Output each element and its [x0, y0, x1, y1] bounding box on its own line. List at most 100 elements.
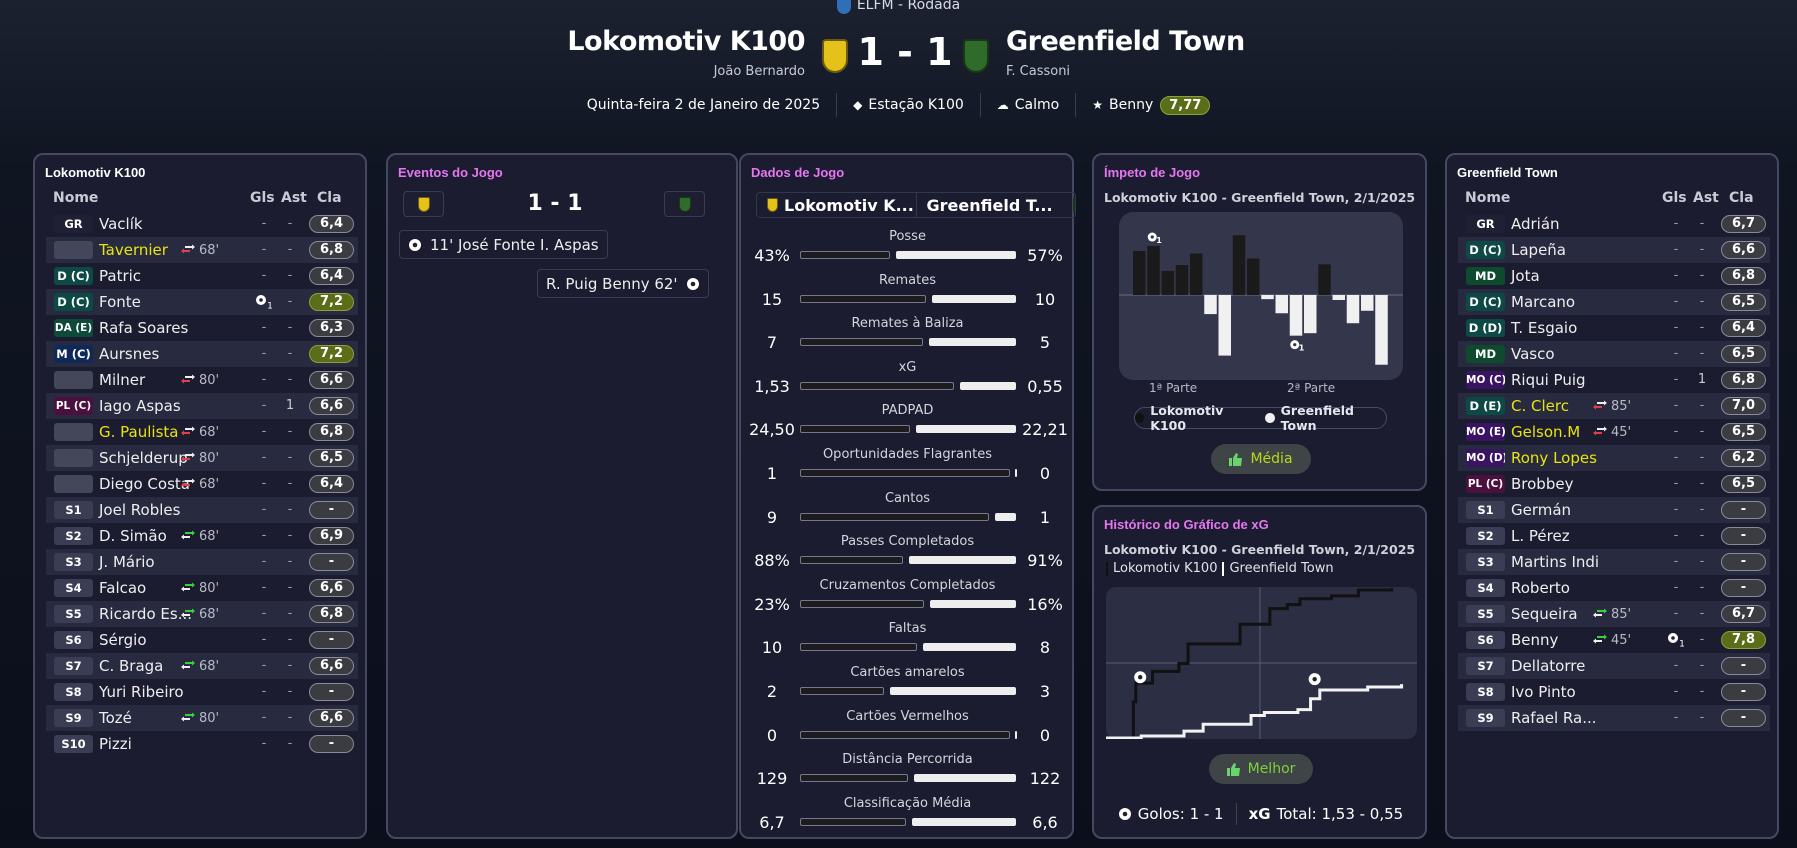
player-name[interactable]: Patric — [99, 267, 142, 285]
tab-away-team[interactable]: Greenfield T... — [915, 193, 1075, 217]
player-name[interactable]: Riqui Puig — [1511, 371, 1586, 389]
player-row[interactable]: Milner 80' - - 6,6 — [46, 367, 358, 393]
player-name[interactable]: Tavernier — [99, 241, 168, 259]
player-name[interactable]: Vasco — [1511, 345, 1555, 363]
player-row[interactable]: G. Paulista 68' - - 6,8 — [46, 419, 358, 445]
player-row[interactable]: Schjelderup 80' - - 6,5 — [46, 445, 358, 471]
player-name[interactable]: Aursnes — [99, 345, 160, 363]
player-name[interactable]: Milner — [99, 371, 146, 389]
player-name[interactable]: Gelson.M — [1511, 423, 1581, 441]
momentum-verdict-button[interactable]: Média — [1211, 444, 1311, 474]
player-row[interactable]: S3 J. Mário - - - — [46, 549, 358, 575]
player-row[interactable]: PL (C) Brobbey - - 6,5 — [1458, 471, 1770, 497]
player-name[interactable]: J. Mário — [99, 553, 155, 571]
col-goals[interactable]: Gls — [1662, 190, 1687, 206]
player-name[interactable]: Sequeira — [1511, 605, 1578, 623]
player-name[interactable]: G. Paulista — [99, 423, 179, 441]
col-goals[interactable]: Gls — [250, 190, 275, 206]
player-row[interactable]: S5 Ricardo Es... 68' - - 6,8 — [46, 601, 358, 627]
player-row[interactable]: M (C) Aursnes - - 7,2 — [46, 341, 358, 367]
player-row[interactable]: S4 Roberto - - - — [1458, 575, 1770, 601]
player-row[interactable]: S2 L. Pérez - - - — [1458, 523, 1770, 549]
player-row[interactable]: S6 Sérgio - - - — [46, 627, 358, 653]
player-name[interactable]: Tozé — [99, 709, 132, 727]
player-name[interactable]: T. Esgaio — [1511, 319, 1578, 337]
player-row[interactable]: D (C) Marcano - - 6,5 — [1458, 289, 1770, 315]
col-name[interactable]: Nome — [1465, 190, 1511, 206]
player-of-match[interactable]: Benny — [1108, 97, 1154, 113]
event-goal-home[interactable]: 11' José Fonte I. Aspas — [399, 230, 608, 259]
player-name[interactable]: Benny — [1511, 631, 1559, 649]
player-row[interactable]: S5 Sequeira 85' - - 6,7 — [1458, 601, 1770, 627]
player-name[interactable]: L. Pérez — [1511, 527, 1570, 545]
player-name[interactable]: C. Braga — [99, 657, 164, 675]
player-row[interactable]: S2 D. Simão 68' - - 6,9 — [46, 523, 358, 549]
player-name[interactable]: Diego Costa — [99, 475, 190, 493]
player-row[interactable]: GR Adrián - - 6,7 — [1458, 211, 1770, 237]
player-row[interactable]: Tavernier 68' - - 6,8 — [46, 237, 358, 263]
player-row[interactable]: MO (D) Rony Lopes - - 6,2 — [1458, 445, 1770, 471]
player-row[interactable]: PL (C) Iago Aspas - 1 6,6 — [46, 393, 358, 419]
col-rating[interactable]: Cla — [1729, 190, 1754, 206]
player-name[interactable]: Vaclík — [99, 215, 143, 233]
player-name[interactable]: Roberto — [1511, 579, 1570, 597]
player-row[interactable]: MD Jota - - 6,8 — [1458, 263, 1770, 289]
home-team-name[interactable]: Lokomotiv K100 — [567, 26, 805, 57]
player-name[interactable]: Brobbey — [1511, 475, 1574, 493]
player-row[interactable]: S3 Martins Indi - - - — [1458, 549, 1770, 575]
player-name[interactable]: Martins Indi — [1511, 553, 1600, 571]
player-row[interactable]: S1 Joel Robles - - - — [46, 497, 358, 523]
player-name[interactable]: Sérgio — [99, 631, 147, 649]
player-row[interactable]: GR Vaclík - - 6,4 — [46, 211, 358, 237]
player-name[interactable]: Falcao — [99, 579, 147, 597]
col-assists[interactable]: Ast — [281, 190, 307, 206]
player-name[interactable]: Germán — [1511, 501, 1572, 519]
player-row[interactable]: MO (C) Riqui Puig - 1 6,8 — [1458, 367, 1770, 393]
player-row[interactable]: D (E) C. Clerc 85' - - 7,0 — [1458, 393, 1770, 419]
player-name[interactable]: Rafa Soares — [99, 319, 189, 337]
player-name[interactable]: Yuri Ribeiro — [99, 683, 184, 701]
player-name[interactable]: Ricardo Es... — [99, 605, 192, 623]
player-name[interactable]: Pizzi — [99, 735, 132, 753]
player-name[interactable]: Fonte — [99, 293, 141, 311]
player-name[interactable]: Iago Aspas — [99, 397, 181, 415]
player-row[interactable]: S7 C. Braga 68' - - 6,6 — [46, 653, 358, 679]
col-assists[interactable]: Ast — [1693, 190, 1719, 206]
tab-home-team[interactable]: Lokomotiv K... — [757, 193, 916, 217]
player-name[interactable]: Lapeña — [1511, 241, 1566, 259]
player-row[interactable]: S6 Benny 45' 1 - 7,8 — [1458, 627, 1770, 653]
player-row[interactable]: S4 Falcao 80' - - 6,6 — [46, 575, 358, 601]
away-manager[interactable]: F. Cassoni — [1006, 64, 1071, 79]
player-row[interactable]: S9 Tozé 80' - - 6,6 — [46, 705, 358, 731]
player-row[interactable]: D (C) Fonte 1 - 7,2 — [46, 289, 358, 315]
player-name[interactable]: Joel Robles — [99, 501, 181, 519]
player-row[interactable]: MO (E) Gelson.M 45' - - 6,5 — [1458, 419, 1770, 445]
player-name[interactable]: D. Simão — [99, 527, 167, 545]
player-row[interactable]: S7 Dellatorre - - - — [1458, 653, 1770, 679]
player-name[interactable]: Schjelderup — [99, 449, 188, 467]
col-name[interactable]: Nome — [53, 190, 99, 206]
player-row[interactable]: D (C) Patric - - 6,4 — [46, 263, 358, 289]
away-team-name[interactable]: Greenfield Town — [1006, 26, 1245, 57]
home-manager[interactable]: João Bernardo — [713, 64, 805, 79]
player-row[interactable]: D (C) Lapeña - - 6,6 — [1458, 237, 1770, 263]
player-row[interactable]: S1 Germán - - - — [1458, 497, 1770, 523]
player-name[interactable]: C. Clerc — [1511, 397, 1569, 415]
event-goal-away[interactable]: R. Puig Benny 62' — [537, 269, 709, 298]
player-name[interactable]: Jota — [1511, 267, 1540, 285]
player-row[interactable]: S10 Pizzi - - - — [46, 731, 358, 757]
player-row[interactable]: Diego Costa 68' - - 6,4 — [46, 471, 358, 497]
player-name[interactable]: Ivo Pinto — [1511, 683, 1576, 701]
player-row[interactable]: D (D) T. Esgaio - - 6,4 — [1458, 315, 1770, 341]
player-name[interactable]: Dellatorre — [1511, 657, 1586, 675]
player-name[interactable]: Rafael Ra... — [1511, 709, 1597, 727]
player-name[interactable]: Rony Lopes — [1511, 449, 1597, 467]
player-name[interactable]: Marcano — [1511, 293, 1576, 311]
player-row[interactable]: S8 Ivo Pinto - - - — [1458, 679, 1770, 705]
player-row[interactable]: S9 Rafael Ra... - - - — [1458, 705, 1770, 731]
player-row[interactable]: S8 Yuri Ribeiro - - - — [46, 679, 358, 705]
player-name[interactable]: Adrián — [1511, 215, 1560, 233]
player-row[interactable]: MD Vasco - - 6,5 — [1458, 341, 1770, 367]
xg-verdict-button[interactable]: Melhor — [1209, 754, 1313, 784]
col-rating[interactable]: Cla — [317, 190, 342, 206]
